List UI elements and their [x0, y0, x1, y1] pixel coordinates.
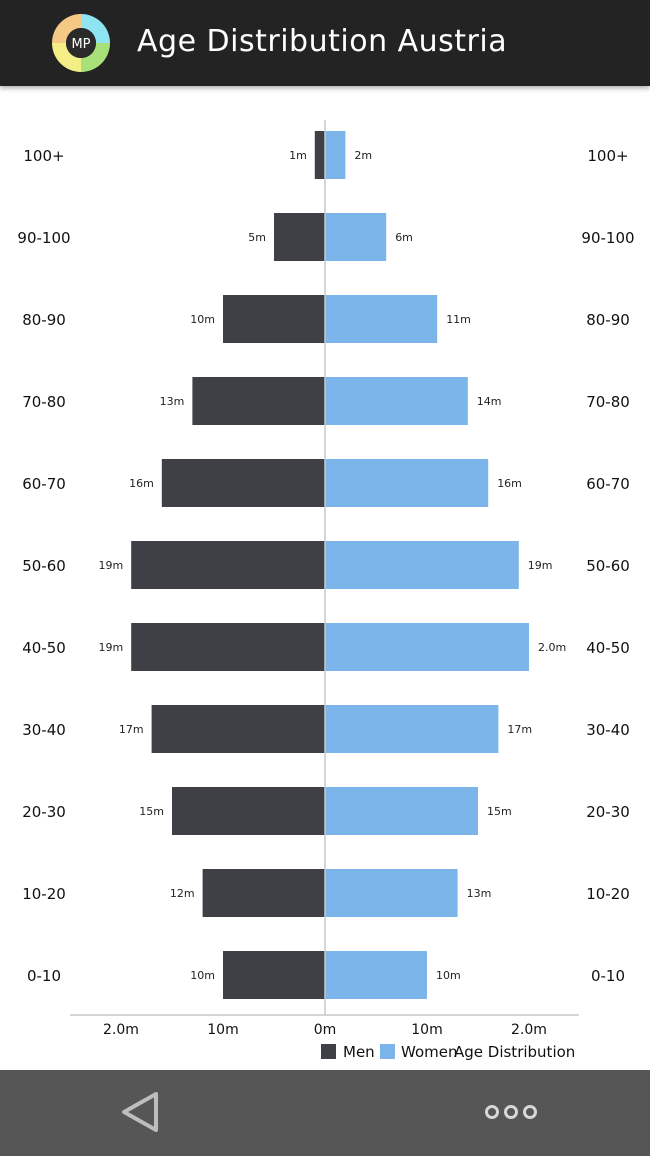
- category-label-left-3: 70-80: [22, 393, 66, 411]
- value-label-men-4: 16m: [129, 477, 154, 490]
- category-label-right-2: 80-90: [586, 311, 630, 329]
- bar-men-0: [314, 131, 325, 179]
- bar-men-4: [161, 459, 325, 507]
- category-label-right-6: 40-50: [586, 639, 630, 657]
- category-label-left-5: 50-60: [22, 557, 66, 575]
- category-label-left-9: 10-20: [22, 885, 66, 903]
- back-triangle-icon[interactable]: [118, 1088, 162, 1136]
- value-label-men-2: 10m: [190, 313, 215, 326]
- chart-svg: 1m 2m 100+ 100+ 5m 6m 90-100 90-100 10m 11m 80-90 8…: [17, 120, 635, 1061]
- bar-women-4: [325, 459, 489, 507]
- value-label-women-3: 14m: [477, 395, 502, 408]
- bar-women-5: [325, 541, 519, 589]
- app-bar: MP Age Distribution Austria: [0, 0, 650, 86]
- bar-women-7: [325, 705, 499, 753]
- category-label-left-4: 60-70: [22, 475, 66, 493]
- x-tick-label-1: 10m: [207, 1022, 238, 1038]
- bar-men-6: [131, 623, 325, 671]
- x-tick-label-0: 2.0m: [103, 1022, 139, 1038]
- value-label-women-9: 13m: [467, 887, 492, 900]
- value-label-men-10: 10m: [190, 969, 215, 982]
- category-label-left-2: 80-90: [22, 311, 66, 329]
- category-label-right-4: 60-70: [586, 475, 630, 493]
- value-label-men-0: 1m: [289, 149, 307, 162]
- category-label-left-6: 40-50: [22, 639, 66, 657]
- logo-text: MP: [71, 37, 90, 52]
- bar-men-10: [223, 951, 325, 999]
- value-label-men-7: 17m: [119, 723, 144, 736]
- bar-women-2: [325, 295, 438, 343]
- value-label-men-3: 13m: [160, 395, 185, 408]
- value-label-women-6: 2.0m: [538, 641, 566, 654]
- category-label-left-8: 20-30: [22, 803, 66, 821]
- bar-women-0: [325, 131, 346, 179]
- category-label-left-1: 90-100: [17, 229, 70, 247]
- category-label-right-9: 10-20: [586, 885, 630, 903]
- value-label-women-4: 16m: [497, 477, 522, 490]
- value-label-men-8: 15m: [139, 805, 164, 818]
- bar-women-9: [325, 869, 458, 917]
- legend-swatch-men: [321, 1044, 336, 1059]
- bar-men-2: [223, 295, 325, 343]
- value-label-women-2: 11m: [446, 313, 471, 326]
- bar-men-8: [172, 787, 325, 835]
- value-label-men-6: 19m: [98, 641, 123, 654]
- bar-women-3: [325, 377, 468, 425]
- navigation-bar: [0, 1070, 650, 1156]
- category-label-right-8: 20-30: [586, 803, 630, 821]
- population-pyramid-chart: 1m 2m 100+ 100+ 5m 6m 90-100 90-100 10m 11m 80-90 8…: [0, 90, 650, 1070]
- app-title: Age Distribution Austria: [137, 24, 508, 59]
- category-label-right-7: 30-40: [586, 721, 630, 739]
- value-label-women-1: 6m: [395, 231, 413, 244]
- value-label-women-5: 19m: [528, 559, 553, 572]
- category-label-left-0: 100+: [23, 147, 64, 165]
- bar-women-1: [325, 213, 387, 261]
- value-label-women-8: 15m: [487, 805, 512, 818]
- value-label-men-5: 19m: [98, 559, 123, 572]
- value-label-women-10: 10m: [436, 969, 461, 982]
- category-label-right-10: 0-10: [591, 967, 625, 985]
- bar-men-3: [192, 377, 325, 425]
- bar-women-6: [325, 623, 529, 671]
- x-tick-label-3: 10m: [411, 1022, 442, 1038]
- value-label-women-7: 17m: [507, 723, 532, 736]
- category-label-left-7: 30-40: [22, 721, 66, 739]
- bar-men-9: [202, 869, 325, 917]
- legend-description: Age Distribution: [454, 1043, 575, 1061]
- category-label-right-1: 90-100: [581, 229, 634, 247]
- bar-men-7: [151, 705, 325, 753]
- value-label-men-9: 12m: [170, 887, 195, 900]
- legend-label-women: Women: [401, 1043, 457, 1061]
- more-dots-icon[interactable]: [484, 1101, 538, 1123]
- bar-men-5: [131, 541, 325, 589]
- x-tick-label-4: 2.0m: [511, 1022, 547, 1038]
- x-tick-label-2: 0m: [314, 1022, 337, 1038]
- category-label-right-5: 50-60: [586, 557, 630, 575]
- category-label-right-0: 100+: [587, 147, 628, 165]
- bar-women-10: [325, 951, 427, 999]
- value-label-women-0: 2m: [354, 149, 372, 162]
- legend-swatch-women: [380, 1044, 395, 1059]
- value-label-men-1: 5m: [248, 231, 266, 244]
- legend-label-men: Men: [343, 1043, 375, 1061]
- category-label-left-10: 0-10: [27, 967, 61, 985]
- category-label-right-3: 70-80: [586, 393, 630, 411]
- bar-men-1: [274, 213, 325, 261]
- bar-women-8: [325, 787, 478, 835]
- donut-chart-icon[interactable]: MP: [51, 13, 111, 73]
